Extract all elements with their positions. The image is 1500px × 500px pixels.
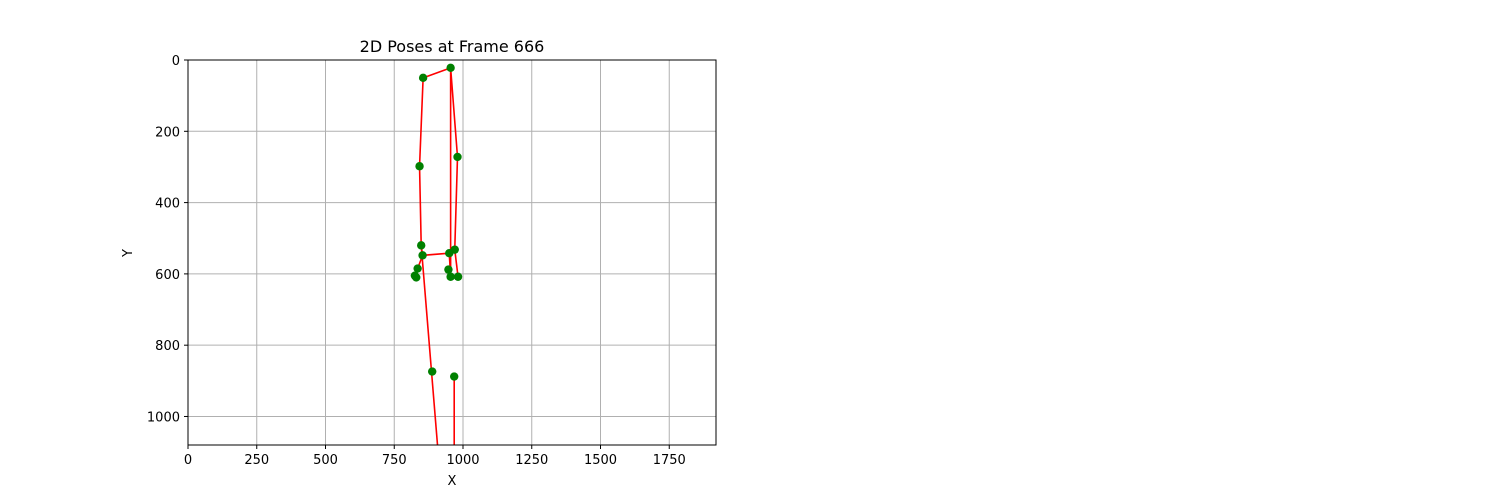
keypoint bbox=[446, 272, 455, 281]
keypoint bbox=[445, 249, 454, 258]
skeleton-line bbox=[420, 245, 439, 445]
keypoint bbox=[450, 372, 459, 381]
y-tick-label: 0 bbox=[172, 54, 180, 69]
keypoint bbox=[412, 273, 421, 282]
keypoint bbox=[453, 152, 462, 162]
skeleton-line bbox=[418, 66, 459, 257]
axis-ticks: 0 250 500 750 1000 1250 1500 1750 0 200 400 600 800 1… bbox=[147, 54, 686, 468]
x-tick-label: 1250 bbox=[515, 453, 548, 468]
keypoint bbox=[453, 272, 463, 281]
x-tick-label: 1000 bbox=[446, 453, 479, 468]
series-group bbox=[410, 63, 463, 445]
plot-area bbox=[410, 63, 463, 445]
y-tick-label: 800 bbox=[155, 339, 180, 354]
x-tick-label: 1750 bbox=[653, 453, 686, 468]
keypoint bbox=[428, 367, 437, 376]
plot-frame bbox=[187, 59, 717, 446]
keypoint bbox=[418, 251, 427, 260]
keypoint bbox=[415, 162, 424, 171]
y-tick-label: 400 bbox=[155, 197, 180, 212]
skeleton-line bbox=[453, 249, 459, 277]
x-tick-label: 1500 bbox=[584, 453, 617, 468]
x-axis-label: X bbox=[448, 474, 457, 489]
keypoint bbox=[417, 241, 426, 250]
grid bbox=[187, 59, 716, 445]
keypoint bbox=[446, 63, 455, 73]
keypoint bbox=[413, 264, 422, 273]
x-tick-label: 750 bbox=[382, 453, 407, 468]
y-tick-label: 1000 bbox=[147, 410, 180, 425]
keypoint bbox=[444, 265, 453, 274]
keypoint bbox=[418, 73, 428, 83]
y-tick-label: 200 bbox=[155, 125, 180, 140]
y-axis-label: Y bbox=[121, 249, 136, 258]
x-tick-label: 500 bbox=[313, 453, 338, 468]
x-tick-label: 250 bbox=[244, 453, 269, 468]
x-tick-label: 0 bbox=[184, 453, 192, 468]
chart-title: 2D Poses at Frame 666 bbox=[360, 37, 545, 56]
y-tick-label: 600 bbox=[155, 268, 180, 283]
